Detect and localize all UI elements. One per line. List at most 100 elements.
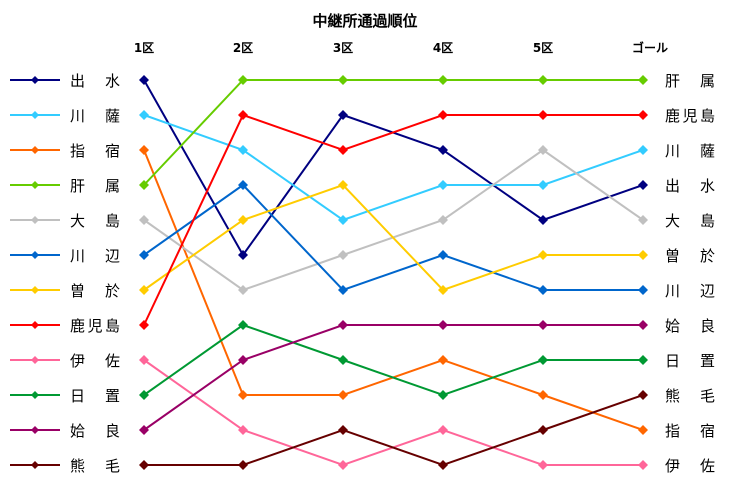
data-point-marker-icon xyxy=(438,250,448,260)
data-point-marker-icon xyxy=(538,75,548,85)
legend-item: 指 宿 xyxy=(10,142,120,160)
legend-marker-icon xyxy=(31,181,39,189)
data-point-marker-icon xyxy=(638,180,648,190)
data-point-marker-icon xyxy=(338,390,348,400)
final-rank-label: 大 島 xyxy=(665,212,715,230)
data-point-marker-icon xyxy=(438,75,448,85)
data-point-marker-icon xyxy=(238,460,248,470)
data-point-marker-icon xyxy=(139,145,149,155)
final-rank-label: 川 辺 xyxy=(665,282,715,300)
data-point-marker-icon xyxy=(238,110,248,120)
series-path xyxy=(144,394,644,467)
legend-label: 曽 於 xyxy=(70,282,120,300)
data-point-marker-icon xyxy=(438,285,448,295)
data-point-marker-icon xyxy=(638,215,648,225)
series-path xyxy=(143,148,644,292)
data-point-marker-icon xyxy=(139,460,149,470)
legend-marker-icon xyxy=(31,391,39,399)
x-axis-label: 1区 xyxy=(134,41,154,55)
final-rank-label: 日 置 xyxy=(665,352,715,370)
series-path xyxy=(143,114,644,222)
series-line xyxy=(139,110,648,225)
data-point-marker-icon xyxy=(538,355,548,365)
series-path xyxy=(143,324,643,431)
legend-marker-icon xyxy=(31,286,39,294)
data-point-marker-icon xyxy=(139,75,149,85)
data-point-marker-icon xyxy=(139,180,149,190)
final-rank-label: 姶 良 xyxy=(665,317,715,335)
series-line xyxy=(139,390,648,470)
data-point-marker-icon xyxy=(338,145,348,155)
series-line xyxy=(139,355,648,470)
data-point-marker-icon xyxy=(238,180,248,190)
series-path xyxy=(143,359,643,467)
series-line xyxy=(139,110,648,330)
x-axis-label: 4区 xyxy=(433,41,453,55)
data-point-marker-icon xyxy=(338,110,348,120)
legend-label: 姶 良 xyxy=(70,422,120,440)
data-point-marker-icon xyxy=(338,425,348,435)
data-point-marker-icon xyxy=(238,355,248,365)
data-point-marker-icon xyxy=(238,320,248,330)
legend-label: 川 辺 xyxy=(70,247,120,265)
data-point-marker-icon xyxy=(638,425,648,435)
x-axis-label: 2区 xyxy=(233,41,253,55)
data-point-marker-icon xyxy=(139,285,149,295)
series-path xyxy=(143,183,643,292)
data-point-marker-icon xyxy=(139,355,149,365)
data-point-marker-icon xyxy=(538,285,548,295)
series-line xyxy=(139,75,648,190)
x-axis-label: ゴール xyxy=(632,40,668,55)
data-point-marker-icon xyxy=(638,145,648,155)
legend-label: 鹿児島 xyxy=(70,317,120,335)
series-lines xyxy=(139,75,648,470)
data-point-marker-icon xyxy=(538,215,548,225)
data-point-marker-icon xyxy=(139,425,149,435)
data-point-marker-icon xyxy=(638,390,648,400)
data-point-marker-icon xyxy=(538,320,548,330)
legend-marker-icon xyxy=(31,321,39,329)
legend-item: 肝 属 xyxy=(10,177,120,195)
data-point-marker-icon xyxy=(438,145,448,155)
legend-label: 出 水 xyxy=(70,72,120,90)
series-path xyxy=(143,183,643,292)
data-point-marker-icon xyxy=(638,285,648,295)
final-rank-label: 鹿児島 xyxy=(665,107,715,125)
legend-item: 鹿児島 xyxy=(10,317,120,335)
legend-label: 大 島 xyxy=(70,212,120,230)
final-rank-label: 川 薩 xyxy=(665,142,715,160)
legend-item: 曽 於 xyxy=(10,282,120,300)
data-point-marker-icon xyxy=(238,215,248,225)
data-point-marker-icon xyxy=(638,355,648,365)
data-point-marker-icon xyxy=(238,250,248,260)
data-point-marker-icon xyxy=(438,390,448,400)
data-point-marker-icon xyxy=(338,285,348,295)
data-point-marker-icon xyxy=(638,250,648,260)
series-path xyxy=(143,113,643,326)
final-rank-label: 出 水 xyxy=(665,177,715,195)
data-point-marker-icon xyxy=(139,390,149,400)
legend-marker-icon xyxy=(31,146,39,154)
data-point-marker-icon xyxy=(538,250,548,260)
data-point-marker-icon xyxy=(338,250,348,260)
series-path xyxy=(143,79,643,186)
data-point-marker-icon xyxy=(139,320,149,330)
legend-marker-icon xyxy=(31,251,39,259)
data-point-marker-icon xyxy=(638,75,648,85)
data-point-marker-icon xyxy=(438,355,448,365)
x-axis-label: 3区 xyxy=(333,41,353,55)
data-point-marker-icon xyxy=(238,285,248,295)
series-path xyxy=(143,323,643,397)
data-point-marker-icon xyxy=(638,460,648,470)
x-axis-label: 5区 xyxy=(533,41,553,55)
data-point-marker-icon xyxy=(338,215,348,225)
data-point-marker-icon xyxy=(538,110,548,120)
final-rank-label: 伊 佐 xyxy=(665,457,715,475)
series-line xyxy=(139,180,648,295)
data-point-marker-icon xyxy=(538,460,548,470)
final-rank-label: 肝 属 xyxy=(665,72,715,90)
series-line xyxy=(139,75,648,260)
legend-marker-icon xyxy=(31,216,39,224)
